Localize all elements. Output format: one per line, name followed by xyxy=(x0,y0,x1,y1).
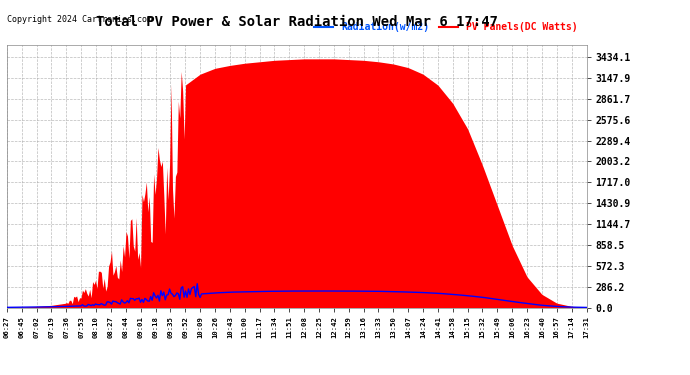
Text: Total PV Power & Solar Radiation Wed Mar 6 17:47: Total PV Power & Solar Radiation Wed Mar… xyxy=(96,15,497,29)
Text: Copyright 2024 Cartronics.com: Copyright 2024 Cartronics.com xyxy=(7,15,152,24)
Legend: Radiation(w/m2), PV Panels(DC Watts): Radiation(w/m2), PV Panels(DC Watts) xyxy=(310,18,582,36)
